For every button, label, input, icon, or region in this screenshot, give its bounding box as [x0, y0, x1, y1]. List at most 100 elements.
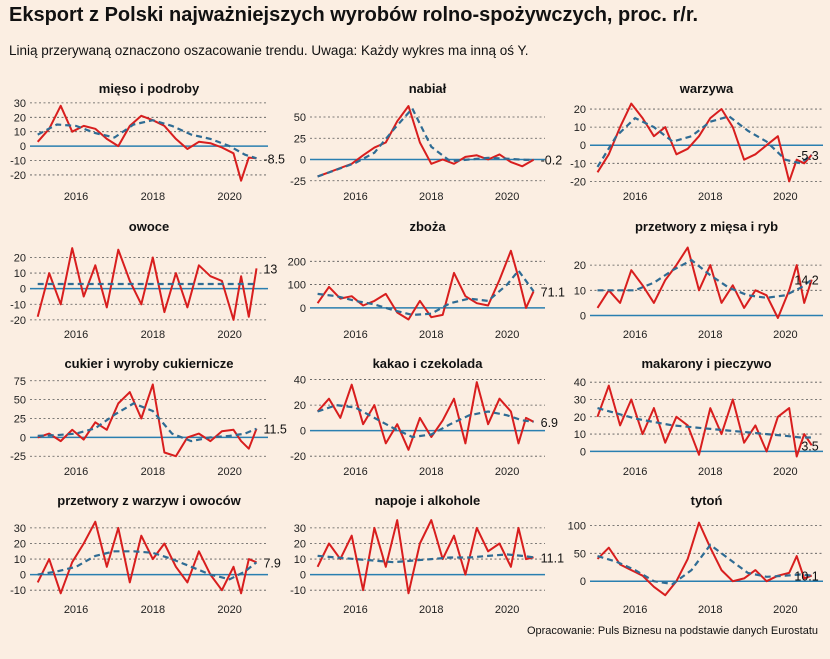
- x-tick-label: 2018: [419, 466, 443, 478]
- trend-series-line: [596, 115, 813, 168]
- trend-series-line: [317, 106, 534, 178]
- y-tick-label: 0: [300, 155, 306, 167]
- x-tick-label: 2016: [623, 329, 647, 341]
- y-tick-label: 100: [288, 280, 306, 292]
- chart-panel: zboża 0 100 200 2016 2018 2020 71.1: [288, 219, 565, 341]
- actual-series-line: [596, 384, 813, 458]
- x-tick-label: 2020: [773, 191, 797, 203]
- y-tick-label: 50: [14, 395, 26, 407]
- x-tick-label: 2018: [141, 329, 165, 341]
- x-tick-label: 2020: [495, 466, 519, 478]
- y-tick-label: 0: [20, 432, 26, 444]
- chart-title: przetwory z mięsa i ryb: [635, 219, 778, 234]
- x-tick-label: 2018: [698, 604, 722, 616]
- x-tick-label: 2020: [773, 604, 797, 616]
- y-tick-label: 50: [294, 112, 306, 124]
- y-tick-label: 20: [14, 112, 26, 124]
- chart-title: owoce: [129, 219, 169, 234]
- trend-series-line: [597, 543, 812, 586]
- chart-panel: warzywa -20 -10 0 10 20 2016 2018 2020 -5.3: [570, 81, 823, 203]
- y-tick-label: -10: [10, 156, 26, 168]
- chart-panel: przetwory z mięsa i ryb 0 10 20 2016 2018 2020…: [574, 219, 823, 341]
- end-value-label: -0.2: [541, 154, 563, 168]
- y-tick-label: 100: [568, 520, 586, 532]
- y-tick-label: 20: [294, 400, 306, 412]
- chart-title: kakao i czekolada: [373, 356, 484, 371]
- y-tick-label: -20: [10, 315, 26, 327]
- y-tick-label: 0: [580, 140, 586, 152]
- trend-series-line: [597, 258, 813, 299]
- actual-series-line: [316, 249, 535, 321]
- y-tick-label: -20: [570, 176, 586, 188]
- y-tick-label: 10: [574, 285, 586, 297]
- y-tick-label: -25: [10, 451, 26, 463]
- y-tick-label: 20: [14, 538, 26, 550]
- x-tick-label: 2016: [343, 604, 367, 616]
- y-tick-label: -10: [10, 299, 26, 311]
- y-tick-label: 50: [574, 548, 586, 560]
- y-tick-label: 10: [14, 554, 26, 566]
- x-tick-label: 2018: [141, 604, 165, 616]
- end-value-label: 11.5: [263, 423, 286, 437]
- chart-panel: kakao i czekolada -20 0 20 40 2016 2018 2020 6.9: [290, 356, 558, 478]
- x-tick-label: 2020: [773, 329, 797, 341]
- chart-panel: owoce -20 -10 0 10 20 2016 2018 2020 13: [10, 219, 277, 341]
- y-tick-label: 200: [288, 256, 306, 268]
- trend-series-line: [317, 403, 534, 439]
- end-value-label: 13: [263, 262, 277, 276]
- y-tick-label: 0: [20, 284, 26, 296]
- y-tick-label: 20: [574, 412, 586, 424]
- actual-series-line: [596, 246, 813, 319]
- y-tick-label: 10: [14, 268, 26, 280]
- x-tick-label: 2018: [419, 329, 443, 341]
- page-subtitle: Linią przerywaną oznaczono oszacowanie t…: [9, 43, 529, 58]
- y-tick-label: 20: [294, 538, 306, 550]
- actual-series-line: [316, 381, 535, 451]
- x-tick-label: 2018: [698, 191, 722, 203]
- x-tick-label: 2016: [64, 191, 88, 203]
- x-tick-label: 2018: [141, 466, 165, 478]
- chart-panel: przetwory z warzyw i owoców -10 0 10 20 30 201…: [10, 493, 281, 616]
- x-tick-label: 2016: [623, 191, 647, 203]
- y-tick-label: 20: [574, 104, 586, 116]
- end-value-label: -5.3: [797, 149, 819, 163]
- end-value-label: 11.1: [541, 551, 564, 565]
- x-tick-label: 2016: [623, 466, 647, 478]
- actual-series-line: [316, 519, 534, 595]
- y-tick-label: 10: [14, 127, 26, 139]
- x-tick-label: 2020: [217, 466, 241, 478]
- chart-panel: mięso i podroby -20 -10 0 10 20 30 2016 2018 2020…: [10, 81, 285, 203]
- page-title: Eksport z Polski najważniejszych wyrobów…: [9, 4, 699, 26]
- x-tick-label: 2016: [64, 466, 88, 478]
- actual-series-line: [37, 383, 258, 458]
- x-tick-label: 2016: [623, 604, 647, 616]
- y-tick-label: -10: [10, 585, 26, 597]
- chart-title: mięso i podroby: [99, 81, 200, 96]
- chart-panel: nabiał -25 0 25 50 2016 2018 2020 -0.2: [290, 81, 562, 203]
- chart-panel: cukier i wyroby cukiernicze -25 0 25 50 75 201…: [10, 356, 287, 478]
- actual-series-line: [596, 102, 813, 183]
- x-tick-label: 2020: [495, 191, 519, 203]
- chart-title: makarony i pieczywo: [641, 356, 771, 371]
- chart-panel: napoje i alkohole -10 0 10 20 30 2016 2018 2020 1…: [290, 493, 564, 616]
- x-tick-label: 2018: [141, 191, 165, 203]
- y-tick-label: 0: [580, 310, 586, 322]
- trend-series-line: [37, 119, 257, 160]
- x-tick-label: 2016: [64, 604, 88, 616]
- x-tick-label: 2020: [495, 329, 519, 341]
- y-tick-label: 10: [574, 122, 586, 134]
- y-tick-label: 30: [14, 98, 26, 110]
- y-tick-label: 0: [300, 303, 306, 315]
- x-tick-label: 2018: [419, 604, 443, 616]
- end-value-label: 7.9: [263, 556, 280, 570]
- y-tick-label: 10: [574, 429, 586, 441]
- trend-series-line: [37, 550, 258, 581]
- x-tick-label: 2020: [217, 329, 241, 341]
- x-tick-label: 2016: [64, 329, 88, 341]
- chart-title: napoje i alkohole: [375, 493, 480, 508]
- y-tick-label: 0: [580, 576, 586, 588]
- end-value-label: 10.1: [794, 570, 818, 584]
- y-tick-label: 30: [294, 523, 306, 535]
- chart-title: tytoń: [691, 493, 723, 508]
- y-tick-label: -25: [290, 176, 306, 188]
